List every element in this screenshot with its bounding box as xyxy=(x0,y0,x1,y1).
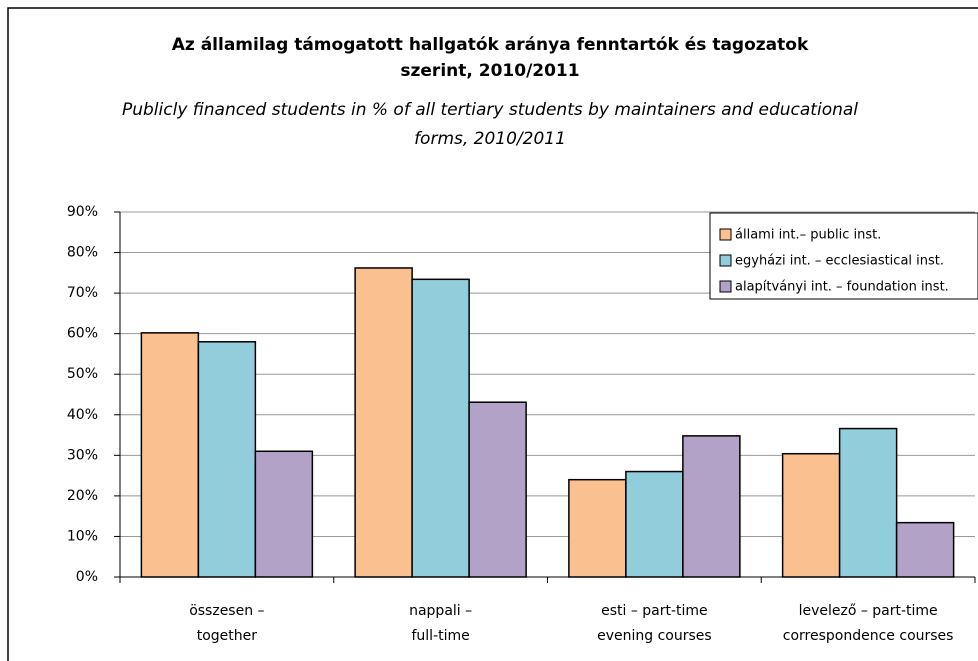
x-tick-label: evening courses xyxy=(597,628,712,644)
y-tick-label: 90% xyxy=(67,204,98,220)
legend-swatch xyxy=(719,254,732,267)
bar xyxy=(781,452,841,578)
bar xyxy=(254,450,314,578)
bar xyxy=(197,341,257,578)
legend-label: állami int.– public inst. xyxy=(735,228,881,243)
legend-box xyxy=(709,212,978,300)
bar xyxy=(682,435,741,578)
chart-title: Az államilag támogatott hallgatók aránya… xyxy=(172,35,809,55)
bar xyxy=(411,278,470,578)
bar xyxy=(895,521,955,578)
x-tick-label: together xyxy=(197,628,258,644)
y-tick-label: 10% xyxy=(67,528,98,544)
x-tick-label: összesen – xyxy=(189,603,264,619)
bar xyxy=(838,427,898,578)
y-tick-label: 70% xyxy=(67,285,98,301)
x-tick-label: full-time xyxy=(411,628,469,644)
bar xyxy=(625,470,684,578)
chart-title: szerint, 2010/2011 xyxy=(400,61,579,81)
y-tick-label: 60% xyxy=(67,326,98,342)
y-tick-label: 40% xyxy=(67,407,98,423)
y-tick-label: 80% xyxy=(67,245,98,261)
legend-label: egyházi int. – ecclesiastical inst. xyxy=(735,254,944,269)
bar xyxy=(568,478,627,578)
x-tick-label: esti – part-time xyxy=(601,603,708,619)
x-tick-label: nappali – xyxy=(409,603,472,619)
legend-swatch xyxy=(719,228,732,241)
chart-subtitle: forms, 2010/2011 xyxy=(414,129,566,149)
y-tick-label: 20% xyxy=(67,488,98,504)
x-tick-label: levelező – part-time xyxy=(799,603,938,619)
bar xyxy=(468,401,527,578)
legend-swatch xyxy=(719,280,732,293)
bar xyxy=(140,332,200,578)
bar xyxy=(354,267,413,578)
y-tick-label: 0% xyxy=(76,569,98,585)
chart-subtitle: Publicly financed students in % of all t… xyxy=(122,100,858,120)
y-tick-label: 30% xyxy=(67,447,98,463)
x-tick-label: correspondence courses xyxy=(783,628,954,644)
y-tick-label: 50% xyxy=(67,366,98,382)
legend-label: alapítványi int. – foundation inst. xyxy=(735,280,949,295)
